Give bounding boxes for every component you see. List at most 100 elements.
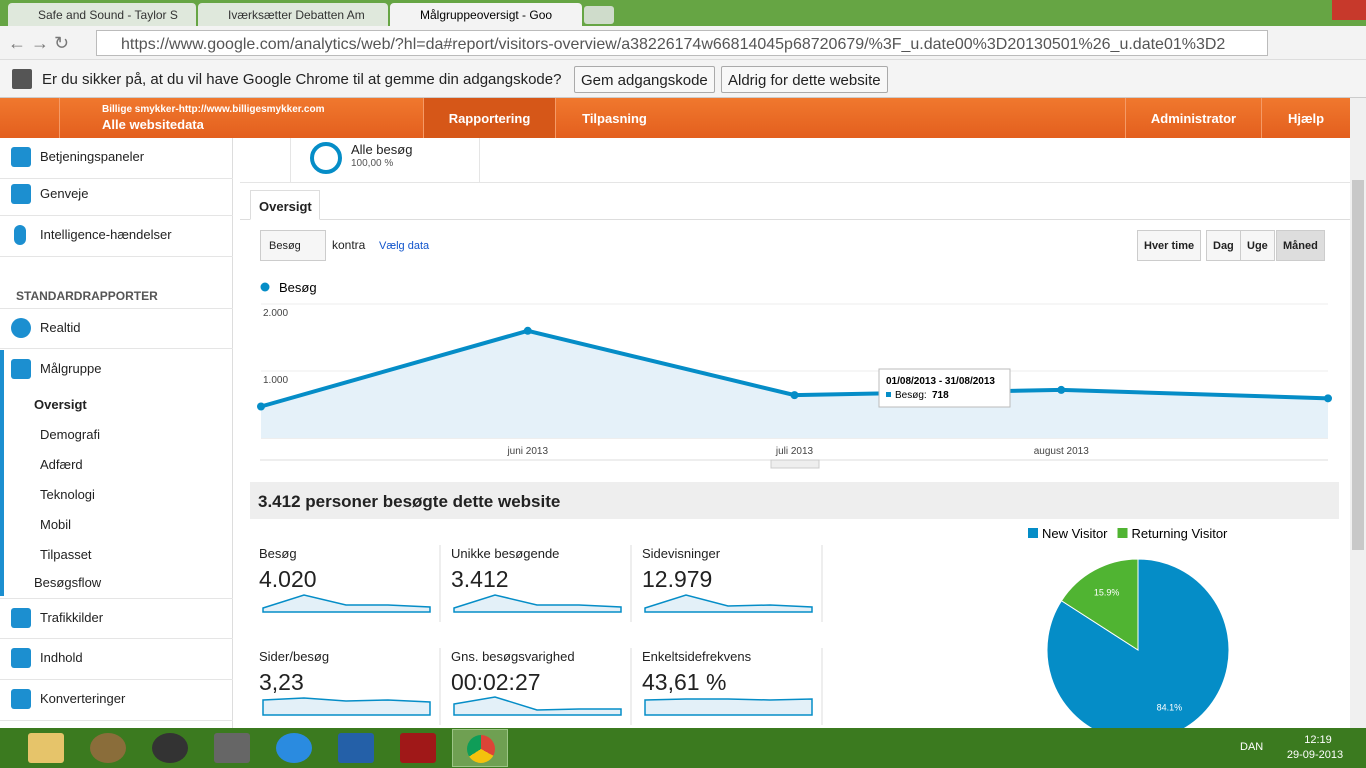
side-item[interactable]: Målgruppe (0, 350, 233, 391)
period[interactable]: Uge (1240, 230, 1275, 261)
tab-oversigt[interactable]: Oversigt (250, 190, 320, 220)
metric-value: 43,61 % (642, 669, 727, 695)
slice-label: 15.9% (1094, 587, 1120, 597)
side-item[interactable]: Konverteringer (0, 680, 233, 721)
label: Trafikkilder (40, 610, 104, 625)
x-tick-label: juli 2013 (775, 446, 814, 457)
side-item[interactable]: Trafikkilder (0, 598, 233, 639)
home[interactable] (0, 98, 60, 138)
date[interactable]: 29-09-2013 (1286, 749, 1344, 761)
summary-title: 3.412 personer besøgte dette website (250, 482, 1339, 519)
tab[interactable]: Safe and Sound - Taylor S (8, 3, 196, 26)
app-icon[interactable] (214, 733, 250, 763)
property[interactable]: Alle websitedata (102, 117, 204, 132)
segment-share: 100,00 % (351, 158, 394, 169)
legend-label: Returning Visitor (1132, 526, 1229, 541)
label: Betjeningspaneler (40, 149, 145, 164)
sub-item[interactable]: Demografi (40, 427, 100, 442)
app-icon[interactable] (452, 729, 508, 767)
metric-select[interactable]: Besøg (260, 230, 326, 261)
slice (1060, 558, 1139, 651)
metric-label: Enkeltsidefrekvens (642, 649, 752, 664)
app-icon[interactable] (90, 733, 126, 763)
language[interactable]: DAN (1240, 741, 1264, 753)
side-item[interactable]: Indhold (0, 639, 233, 680)
ga-nav: Billige smykker-http://www.billigesmykke… (0, 98, 1366, 138)
sub-item[interactable]: Adfærd (40, 457, 83, 472)
metric-value: 00:02:27 (451, 669, 541, 695)
tab[interactable]: Iværksætter Debatten Am (198, 3, 388, 26)
metric-label: Besøg (259, 546, 297, 561)
label: Genveje (40, 186, 89, 201)
legend-swatch (1117, 528, 1128, 538)
label: Intelligence-hændelser (40, 227, 172, 242)
area (261, 330, 1328, 438)
sparklines (262, 594, 813, 716)
tab-strip: Safe and Sound - Taylor S Iværksætter De… (0, 0, 1366, 26)
label: Målgruppe (40, 361, 102, 376)
tooltip-value: 718 (932, 390, 949, 401)
segment-name[interactable]: Alle besøg (351, 142, 413, 157)
scrollbar[interactable] (1350, 98, 1366, 728)
side-item[interactable]: Betjeningspaneler (0, 138, 233, 179)
nav-item[interactable]: Administrator (1125, 98, 1261, 138)
metric-value: 12.979 (642, 566, 713, 592)
tooltip-key (886, 392, 891, 397)
segment-ring (310, 142, 342, 174)
prompt: Er du sikker på, at du vil have Google C… (42, 71, 562, 88)
x-tick-label: august 2013 (1034, 446, 1089, 457)
app-icon[interactable] (276, 733, 312, 763)
never-button[interactable]: Aldrig for dette website (721, 66, 888, 93)
tab[interactable]: Målgruppeoversigt - Goo (390, 3, 582, 26)
close-window[interactable] (1332, 0, 1366, 20)
tooltip: 01/08/2013 - 31/08/2013 Besøg: 718 (878, 368, 1011, 408)
sub-item[interactable]: Oversigt (34, 397, 87, 412)
sub-item[interactable]: Besøgsflow (34, 575, 102, 590)
period[interactable]: Måned (1276, 230, 1325, 261)
time[interactable]: 12:19 (1304, 734, 1332, 746)
sub-item[interactable]: Mobil (40, 517, 72, 532)
tooltip-box (878, 368, 1011, 408)
y-tick-label: 2.000 (263, 308, 288, 319)
account[interactable]: Billige smykker-http://www.billigesmykke… (102, 104, 325, 115)
select-link[interactable]: Vælg data (379, 240, 430, 252)
sub-item[interactable]: Tilpasset (40, 547, 92, 562)
metric-label: Sider/besøg (259, 649, 330, 664)
period[interactable]: Hver time (1137, 230, 1202, 261)
key-icon (12, 69, 32, 89)
app-icon[interactable] (338, 733, 374, 763)
side-item[interactable]: Genveje (0, 175, 233, 216)
side-item[interactable]: Intelligence-hændelser (0, 216, 233, 257)
password-bar: Er du sikker på, at du vil have Google C… (0, 60, 1366, 98)
side-item[interactable]: Realtid (0, 308, 233, 349)
sub-item[interactable]: Teknologi (40, 487, 95, 502)
new-tab[interactable] (584, 6, 614, 24)
point (1057, 385, 1066, 394)
nav-buttons[interactable]: ← → ↻ (8, 33, 70, 53)
app-icon[interactable] (400, 733, 436, 763)
save-button[interactable]: Gem adgangskode (574, 66, 715, 93)
app-icon[interactable] (152, 733, 188, 763)
y-tick-label: 1.000 (263, 375, 288, 386)
active-marker (0, 350, 4, 596)
label: Indhold (40, 650, 83, 665)
x-tick-label: juni 2013 (506, 446, 548, 457)
legend-label: Besøg (279, 280, 317, 295)
metric-label: Sidevisninger (642, 546, 721, 561)
sidebar: Betjeningspaneler Genveje Intelligence-h… (0, 138, 233, 728)
tooltip-label: Besøg: (895, 390, 927, 401)
nav-item[interactable]: Rapportering (423, 98, 555, 138)
url-field[interactable]: https://www.google.com/analytics/web/?hl… (96, 30, 1268, 56)
segment-bar: Alle besøg 100,00 % (240, 138, 1350, 183)
range-handle[interactable] (770, 459, 820, 469)
legend-dot (260, 282, 270, 292)
legend-label: New Visitor (1042, 526, 1108, 541)
label: Realtid (40, 320, 81, 335)
address-bar: ← → ↻ https://www.google.com/analytics/w… (0, 26, 1366, 60)
nav-item[interactable]: Hjælp (1261, 98, 1350, 138)
metric-label: Unikke besøgende (451, 546, 560, 561)
label: Konverteringer (40, 691, 126, 706)
app-icon[interactable] (28, 733, 64, 763)
nav-item[interactable]: Tilpasning (555, 98, 673, 138)
